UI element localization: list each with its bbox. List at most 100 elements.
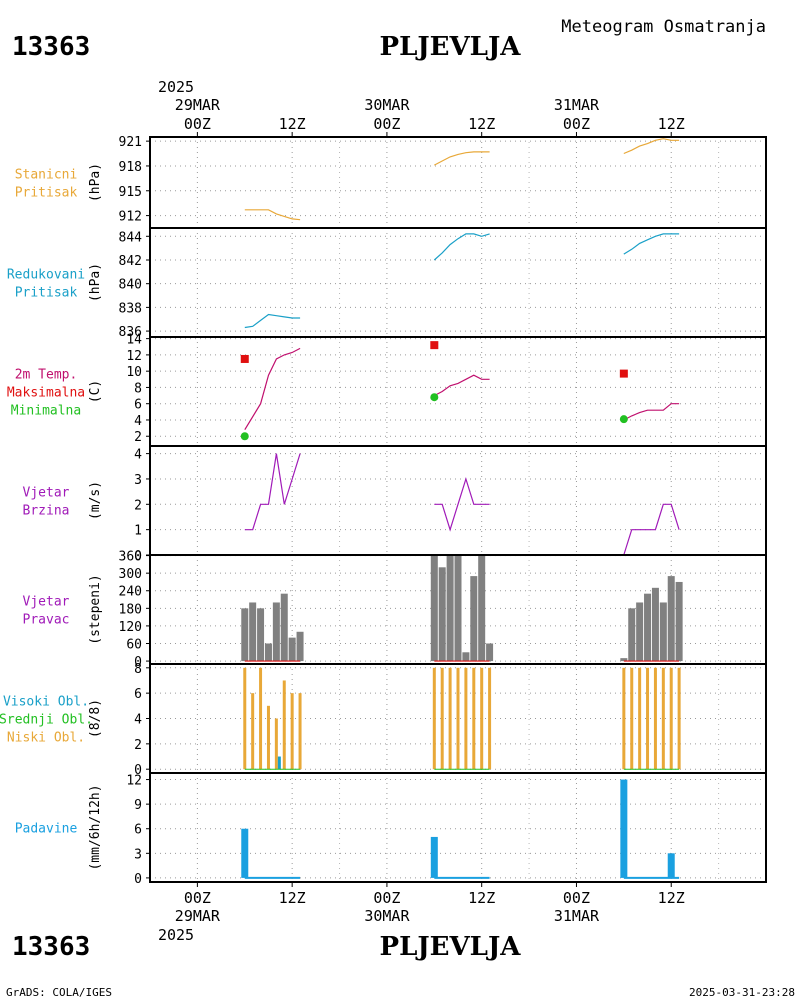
date-label-top: 29MAR: [175, 96, 221, 114]
y-tick-label: 912: [119, 210, 142, 225]
y-tick-label: 2: [134, 498, 142, 513]
wind-dir-bar: [446, 555, 454, 662]
y-tick-label: 4: [134, 448, 142, 463]
wind-dir-bar: [288, 637, 296, 662]
series-line: [434, 374, 490, 397]
y-tick-label: 4: [134, 414, 142, 429]
series-line: [434, 476, 490, 532]
meteogram-title: Meteogram Osmatranja: [561, 17, 766, 37]
grads-credit: GrADS: COLA/IGES: [6, 986, 112, 999]
wind-dir-bar: [636, 602, 644, 662]
wind-dir-bar: [241, 608, 249, 662]
y-tick-label: 60: [126, 637, 142, 652]
y-axis-label: (mm/6h/12h): [88, 784, 103, 870]
hour-label-top: 12Z: [279, 115, 306, 133]
cloud-low-bar: [266, 705, 270, 770]
cloud-low-bar: [622, 667, 626, 770]
y-tick-label: 842: [119, 254, 142, 269]
wind-dir-bar: [659, 602, 667, 662]
wind-dir-bar: [454, 555, 462, 662]
series-label: Vjetar: [23, 486, 70, 501]
wind-dir-bar: [438, 567, 446, 662]
hour-label-bottom: 12Z: [468, 889, 495, 907]
y-axis-label: (stepeni): [88, 574, 103, 644]
y-axis-label: (C): [88, 380, 103, 403]
wind-dir-bar: [430, 555, 438, 662]
date-label-top: 31MAR: [554, 96, 600, 114]
panel-frame: [149, 336, 767, 447]
cloud-low-bar: [290, 693, 294, 770]
wind-dir-bar: [644, 593, 652, 662]
y-tick-label: 0: [134, 763, 142, 778]
panel-station_pressure: 912 915 918 921 (hPa) Stanicni Pritisak: [15, 135, 767, 229]
y-tick-label: 836: [119, 325, 142, 340]
series-label: Stanicni: [15, 168, 78, 183]
y-axis-label: (hPa): [88, 263, 103, 302]
series-label: Pravac: [23, 613, 70, 628]
y-tick-label: 3: [134, 847, 142, 862]
y-tick-label: 6: [134, 823, 142, 838]
y-tick-label: 9: [134, 798, 142, 813]
wind-dir-bar: [249, 602, 257, 662]
y-tick-label: 8: [134, 381, 142, 396]
series-label: Pritisak: [15, 286, 78, 301]
wind-dir-bar: [478, 555, 486, 662]
series-line: [434, 151, 490, 166]
series-line: [623, 403, 680, 421]
y-tick-label: 12: [126, 774, 142, 789]
cloud-low-bar: [448, 667, 452, 770]
wind-dir-bar: [667, 576, 675, 662]
series-line: [244, 313, 301, 329]
y-tick-label: 3: [134, 473, 142, 488]
y-tick-label: 4: [134, 713, 142, 728]
wind-dir-bar: [675, 581, 683, 662]
hour-label-top: 00Z: [563, 115, 590, 133]
series-line: [623, 138, 680, 155]
cloud-low-bar: [638, 667, 642, 770]
y-tick-label: 0: [134, 872, 142, 887]
cloud-low-bar: [630, 667, 634, 770]
wind-dir-bar: [620, 658, 628, 662]
panel-frame: [149, 772, 767, 883]
cloud-low-bar: [456, 667, 460, 770]
wind-dir-bar: [257, 608, 265, 662]
y-tick-label: 10: [126, 365, 142, 380]
series-line: [623, 503, 680, 556]
hour-label-bottom: 12Z: [658, 889, 685, 907]
panel-frame: [149, 445, 767, 556]
cloud-low-bar: [677, 667, 681, 770]
wind-dir-bar: [264, 643, 272, 662]
cloud-low-bar: [669, 667, 673, 770]
panels: 912915918921(hPa)StanicniPritisak8368388…: [0, 135, 767, 887]
tmax-marker: [240, 354, 249, 363]
date-label-top: 30MAR: [364, 96, 410, 114]
tmax-marker: [619, 369, 628, 378]
precip-bar: [620, 779, 628, 878]
precip-bar: [241, 828, 249, 878]
panel-precipitation: 0 3 6 9 12 (mm/6h/12h) Padavine: [15, 772, 767, 887]
date-label-bottom: 30MAR: [364, 907, 410, 925]
y-axis-label: (8/8): [88, 699, 103, 738]
y-tick-label: 120: [119, 620, 142, 635]
y-tick-label: 2: [134, 430, 142, 445]
y-tick-label: 180: [119, 602, 142, 617]
y-tick-label: 240: [119, 585, 142, 600]
series-label: Visoki Obl.: [3, 695, 89, 710]
hour-label-bottom: 00Z: [563, 889, 590, 907]
tmin-marker: [619, 415, 628, 424]
cloud-low-bar: [432, 667, 436, 770]
y-tick-label: 14: [126, 333, 142, 348]
series-label: Vjetar: [23, 595, 70, 610]
cloud-high-bar: [277, 756, 281, 770]
y-tick-label: 6: [134, 687, 142, 702]
series-label: 2m Temp.: [15, 368, 78, 383]
series-line: [244, 209, 301, 221]
y-tick-label: 12: [126, 349, 142, 364]
series-line: [433, 233, 490, 261]
series-label: Redukovani: [7, 268, 85, 283]
hour-label-top: 00Z: [184, 115, 211, 133]
wind-dir-bar: [486, 643, 494, 662]
